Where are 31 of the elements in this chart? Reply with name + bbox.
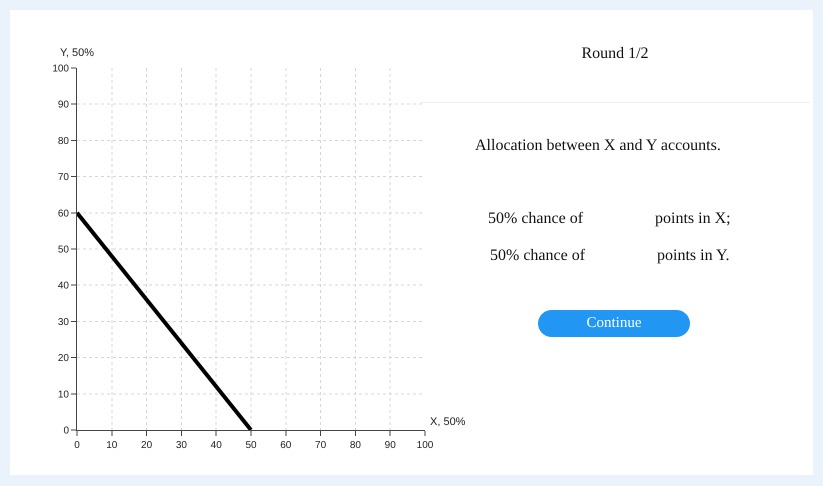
x-tick-label: 20: [141, 440, 153, 451]
x-tick-label: 50: [245, 440, 257, 451]
continue-button[interactable]: Continue: [538, 310, 690, 337]
y-tick-label: 100: [52, 64, 70, 74]
x-tick-label: 40: [210, 440, 222, 451]
x-tick-label: 10: [106, 440, 118, 451]
y-tick-label: 40: [58, 280, 70, 292]
x-tick-label: 90: [384, 440, 396, 451]
text: 50% chance of: [488, 210, 584, 228]
x-axis-title: X, 50%: [430, 416, 466, 428]
y-tick-label: 80: [58, 136, 70, 147]
x-tick-label: 30: [176, 440, 188, 451]
x-tick-label: 70: [315, 440, 327, 451]
y-tick-label: 10: [58, 389, 70, 400]
x-tick-label: 100: [416, 440, 434, 451]
text: points in X;: [655, 210, 731, 228]
y-tick-label: 90: [58, 100, 70, 111]
x-tick-label: 80: [350, 440, 362, 451]
text: 50% chance of: [490, 247, 586, 265]
text: points in Y.: [657, 247, 730, 265]
x-tick-label: 60: [280, 440, 292, 451]
y-tick-label: 70: [58, 172, 70, 184]
text: Round 1/2: [580, 45, 650, 63]
text: Allocation between X and Y accounts.: [475, 137, 721, 155]
y-tick-label: 20: [58, 353, 70, 364]
x-tick-label: 0: [74, 440, 80, 451]
y-axis-title: Y, 50%: [60, 47, 94, 59]
y-tick-label: 60: [58, 208, 70, 220]
y-tick-label: 30: [58, 316, 70, 328]
y-tick-label: 0: [63, 426, 70, 436]
y-tick-label: 50: [58, 244, 70, 256]
